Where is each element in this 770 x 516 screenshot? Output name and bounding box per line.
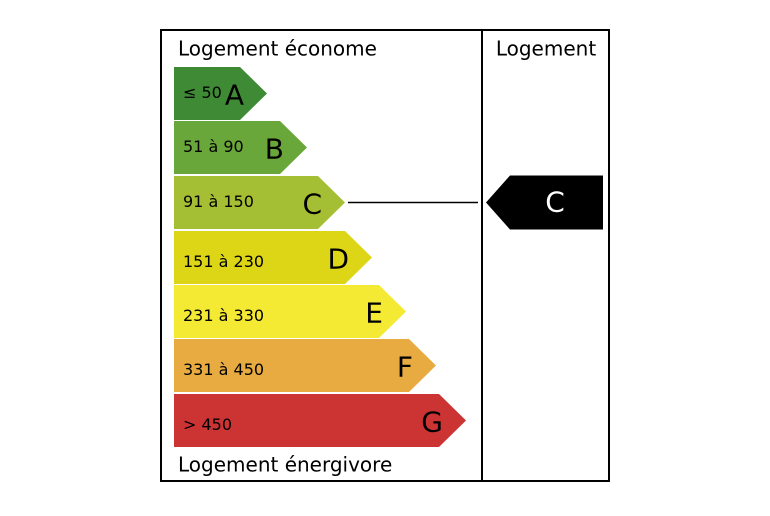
class-range: > 450 [183,415,232,434]
class-letter: E [365,297,383,330]
current-letter: C [545,186,565,219]
top-label: Logement économe [178,37,377,61]
class-range: 91 à 150 [183,192,254,211]
class-letter: B [265,133,284,166]
class-letter: C [302,188,322,221]
class-bar [174,394,466,447]
column-label: Logement [496,37,596,61]
frame [160,29,610,482]
class-letter: G [421,406,443,439]
class-range: 331 à 450 [183,360,264,379]
class-range: ≤ 50 [183,83,222,102]
class-bar [174,176,345,229]
bottom-label: Logement énergivore [178,453,392,477]
class-bar [174,231,372,284]
class-letter: D [327,243,349,276]
current-arrow [486,175,603,230]
class-range: 151 à 230 [183,252,264,271]
class-letter: F [397,351,413,384]
class-letter: A [225,79,244,112]
class-bar [174,67,267,120]
class-range: 231 à 330 [183,306,264,325]
class-range: 51 à 90 [183,137,244,156]
class-bar [174,121,307,174]
class-bar [174,285,406,338]
class-bar [174,339,436,392]
